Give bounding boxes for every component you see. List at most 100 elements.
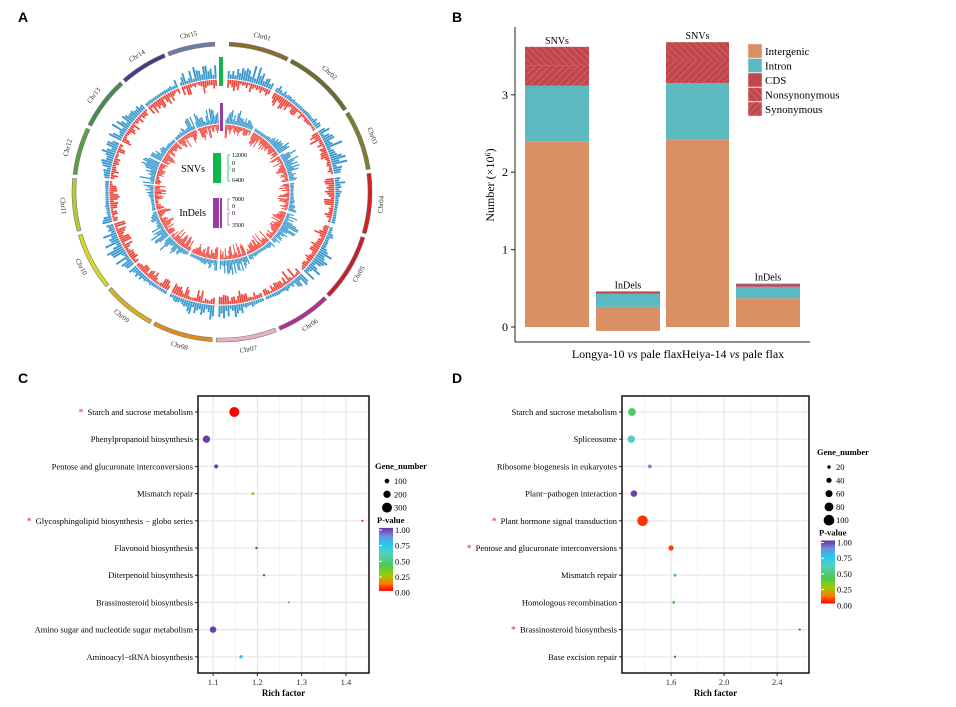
hist-bar-red: [112, 218, 118, 222]
snv-hist-bar-blue: [277, 145, 288, 153]
snv-hist-bar-blue: [207, 304, 211, 313]
snv-hist-bar-blue: [204, 65, 208, 80]
hist-bar-red: [319, 234, 326, 239]
hist-bar-red: [261, 238, 267, 244]
significance-star-icon: *: [492, 516, 497, 527]
hist-bar-red: [162, 159, 171, 165]
snv-hist-bar-blue: [255, 251, 258, 255]
hist-bar-red: [193, 130, 198, 137]
snv-hist-bar-blue: [272, 141, 279, 147]
snv-hist-bar-blue: [189, 253, 193, 257]
hist-bar-red: [316, 239, 323, 244]
hist-bar-red: [154, 194, 158, 196]
snv-hist-bar-blue: [327, 148, 334, 153]
hist-bar-red: [179, 234, 189, 246]
snv-hist-bar-blue: [330, 153, 342, 159]
snv-hist-bar-blue: [218, 305, 221, 317]
size-legend-label: 60: [836, 489, 845, 499]
snv-hist-bar-blue: [214, 260, 217, 271]
snv-hist-bar-blue: [156, 219, 160, 223]
snv-hist-bar-blue: [282, 286, 287, 292]
hist-bar-red: [139, 265, 144, 270]
hist-bar-red: [227, 124, 229, 130]
snv-hist-bar-blue: [155, 150, 164, 157]
snv-hist-bar-blue: [284, 161, 293, 166]
group-name: Heiya-14: [682, 347, 730, 361]
x-tick-label: 1.2: [252, 677, 263, 687]
hist-bar-red: [278, 280, 284, 288]
hist-bar-red: [195, 82, 198, 85]
legend-label: Synonymous: [765, 104, 822, 116]
hist-bar-red: [123, 135, 128, 139]
hist-bar-red: [174, 143, 181, 150]
hist-bar-red: [225, 124, 228, 138]
hist-bar-red: [259, 86, 263, 94]
chromosome-label: Chr12: [62, 138, 75, 158]
snv-hist-bar-blue: [278, 289, 283, 293]
snv-hist-bar-blue: [294, 102, 299, 107]
hist-bar-red: [164, 156, 176, 164]
snv-hist-bar-blue: [226, 117, 229, 124]
snv-hist-bar-blue: [231, 119, 234, 125]
snv-hist-bar-blue: [261, 247, 265, 251]
hist-bar-red: [324, 180, 335, 183]
hist-bar-red: [154, 186, 160, 189]
snv-hist-bar-blue: [330, 154, 346, 161]
hist-bar-red: [158, 282, 163, 287]
hist-bar-red: [228, 246, 232, 259]
snv-hist-bar-blue: [286, 167, 295, 171]
snv-hist-bar-blue: [245, 255, 250, 265]
snv-hist-bar-blue: [286, 94, 291, 100]
hist-bar-red: [229, 246, 233, 259]
snv-hist-bar-blue: [121, 258, 132, 268]
snv-hist-bar-blue: [110, 230, 116, 234]
hist-bar-red: [204, 298, 207, 304]
pathway-label: Plant−pathogen interaction: [525, 489, 618, 499]
hist-bar-red: [308, 254, 314, 259]
hist-bar-red: [191, 248, 195, 253]
snv-hist-bar-blue: [288, 283, 292, 287]
snv-hist-bar-blue: [144, 164, 158, 170]
snv-hist-bar-blue: [169, 240, 175, 246]
snv-hist-bar-blue: [168, 86, 173, 91]
group-label: Longya-10 vs pale flax: [572, 347, 682, 361]
snv-hist-bar-blue: [127, 114, 135, 121]
hist-bar-red: [110, 206, 118, 209]
snv-hist-bar-blue: [236, 258, 241, 272]
hist-bar-red: [312, 244, 320, 250]
hist-bar-red: [269, 290, 273, 294]
hist-bar-red: [192, 130, 198, 139]
hist-bar-red: [326, 186, 335, 189]
snv-hist-bar-blue: [273, 292, 277, 297]
snv-hist-bar-blue: [259, 298, 263, 303]
snv-hist-bar-blue: [170, 141, 174, 145]
snv-hist-bar-blue: [335, 199, 339, 202]
snv-hist-bar-blue: [154, 284, 159, 289]
hist-bar-red: [286, 268, 296, 279]
hist-bar-red: [319, 141, 324, 145]
snv-hist-bar-blue: [105, 152, 115, 158]
hist-bar-red: [280, 173, 288, 177]
indel-legend-swatch: [213, 198, 219, 228]
snv-hist-bar-blue: [227, 70, 230, 79]
hist-bar-red: [267, 146, 273, 152]
hist-bar-red: [199, 81, 203, 87]
chromosome-label: Chr07: [239, 344, 258, 355]
pathway-label: Plant hormone signal transduction: [501, 516, 618, 526]
hist-bar-red: [200, 251, 203, 257]
snv-hist-bar-blue: [319, 127, 330, 135]
hist-bar-red: [145, 272, 149, 276]
hist-bar-red: [150, 274, 156, 280]
hist-bar-red: [231, 125, 233, 130]
snv-hist-bar-blue: [333, 210, 337, 213]
snv-hist-bar-blue: [296, 276, 301, 281]
y-tick-label: 3: [502, 88, 508, 102]
hist-bar-red: [248, 82, 251, 86]
hist-bar-red: [179, 290, 184, 297]
hist-bar-red: [235, 252, 238, 258]
hist-bar-red: [178, 235, 187, 245]
snv-hist-bar-blue: [151, 205, 155, 207]
snv-hist-bar-blue: [235, 258, 240, 271]
hist-bar-red: [123, 240, 133, 248]
hist-bar-red: [183, 135, 192, 148]
